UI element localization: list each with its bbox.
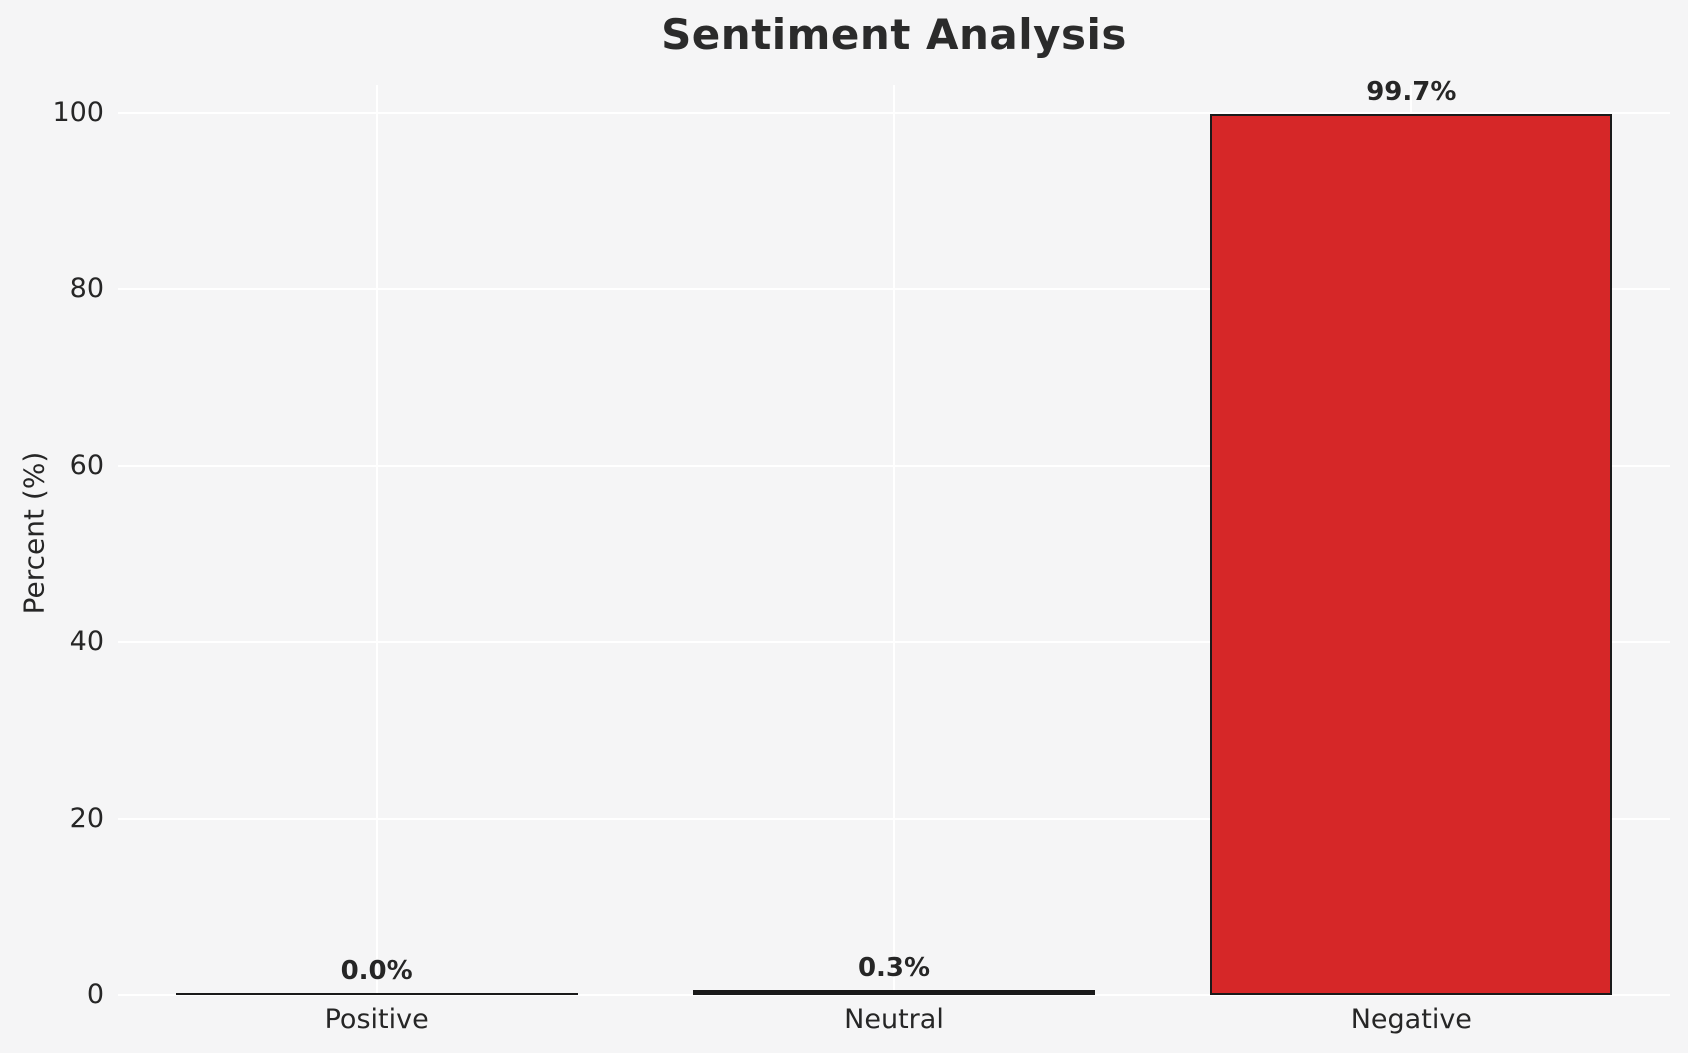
x-tick-label-neutral: Neutral	[844, 1004, 944, 1035]
bar-positive	[175, 993, 578, 995]
v-gridline-positive	[375, 85, 378, 995]
bar-group-neutral: 0.3% Neutral	[693, 113, 1095, 1035]
bar-group-negative: 99.7% Negative	[1210, 77, 1613, 1035]
h-gridline-20	[118, 817, 1670, 820]
h-gridline-0	[118, 994, 1670, 996]
bar-neutral	[693, 990, 1095, 995]
y-tick-label-20: 20	[69, 802, 104, 834]
y-tick-label-80: 80	[69, 273, 104, 305]
value-label-negative: 99.7%	[1366, 77, 1457, 107]
x-tick-label-negative: Negative	[1350, 1004, 1472, 1035]
value-label-positive: 0.0%	[340, 956, 413, 986]
h-gridline-60	[118, 464, 1670, 467]
bar-group-positive: 0.0% Positive	[175, 113, 578, 1035]
chart-title: Sentiment Analysis	[661, 10, 1127, 59]
v-gridline-neutral	[893, 85, 895, 995]
h-gridline-40	[118, 641, 1670, 644]
h-gridline-80	[118, 288, 1670, 291]
y-tick-label-0: 0	[86, 979, 104, 1010]
y-tick-label-40: 40	[69, 626, 104, 658]
bar-negative	[1210, 114, 1613, 995]
y-tick-label-60: 60	[69, 449, 104, 481]
value-label-neutral: 0.3%	[857, 953, 931, 983]
y-tick-label-100: 100	[52, 97, 104, 128]
plot-area: 0.0% Positive 0.3% Neutral 99.7% Negativ…	[118, 77, 1670, 1035]
h-gridline-100	[118, 112, 1670, 114]
x-tick-label-positive: Positive	[324, 1004, 429, 1035]
